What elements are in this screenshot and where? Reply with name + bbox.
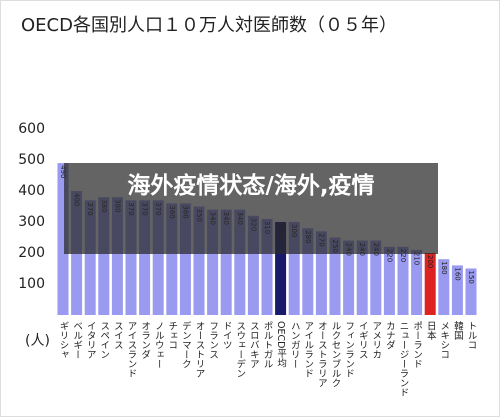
x-tick-label: ポルトガル	[262, 321, 274, 369]
x-tick-label: ルクセンブルク	[330, 321, 342, 388]
bar	[179, 203, 191, 315]
bar	[125, 200, 137, 315]
bar	[261, 218, 273, 315]
x-tick-label: スイス	[112, 321, 124, 350]
x-tick-label: ポーランド	[411, 321, 423, 369]
bar	[383, 246, 395, 315]
bar	[98, 197, 110, 315]
x-tick-label: オランダ	[139, 321, 151, 359]
y-tick-label: 600	[18, 121, 45, 137]
x-tick-label: OECD平均	[275, 321, 287, 368]
bar	[451, 265, 463, 315]
bar	[247, 215, 259, 315]
x-tick-label: イタリア	[85, 321, 97, 359]
value-label: 180	[440, 261, 448, 274]
x-tick-label: イギリス	[357, 321, 369, 359]
bar	[302, 228, 314, 315]
bar	[166, 203, 178, 315]
y-tick-label: 400	[18, 183, 45, 199]
y-tick-label: 200	[18, 245, 45, 261]
x-tick-label: メキシコ	[438, 321, 449, 359]
value-label: 490	[59, 165, 67, 178]
bar	[193, 206, 205, 315]
bar	[84, 200, 96, 315]
x-tick-label: フィンランド	[343, 321, 354, 378]
y-tick-label: 500	[18, 152, 45, 168]
bar	[111, 197, 123, 315]
x-tick-label: フランス	[207, 321, 218, 359]
y-tick-label: 100	[18, 276, 45, 292]
y-tick-label: 300	[18, 214, 45, 230]
x-tick-label: ドイツ	[221, 321, 233, 350]
x-tick-label: 韓国	[452, 321, 464, 341]
caption-overlay	[64, 163, 438, 254]
y-unit: (人)	[25, 333, 50, 349]
x-tick-label: オーストリア	[194, 321, 206, 378]
x-tick-label: ギリシャ	[58, 321, 69, 359]
x-tick-label: ノルウェー	[153, 321, 165, 369]
bar	[343, 240, 355, 315]
value-label: 220	[385, 249, 393, 262]
bar	[139, 200, 151, 315]
bar	[315, 231, 327, 315]
caption: 海外疫情状态/海外,疫情	[127, 173, 375, 199]
x-tick-label: オーストラリア	[316, 321, 328, 388]
value-label: 220	[399, 249, 407, 262]
x-tick-label: チェコ	[166, 321, 177, 350]
bar	[234, 209, 246, 315]
x-tick-label: スペイン	[98, 321, 110, 359]
bar	[370, 240, 382, 315]
bar	[288, 222, 300, 315]
x-tick-label: 日本	[425, 321, 437, 341]
x-tick-label: アイルランド	[302, 321, 314, 378]
value-label: 200	[426, 255, 434, 268]
bar	[424, 253, 436, 315]
bar	[329, 237, 341, 315]
value-label: 160	[453, 267, 461, 280]
bar	[465, 268, 477, 315]
x-tick-label: スロバキア	[248, 321, 260, 369]
x-tick-label: アメリカ	[370, 321, 381, 359]
bar	[397, 246, 409, 315]
value-label: 210	[413, 252, 421, 265]
x-tick-label: ニュージーランド	[398, 321, 410, 397]
bar	[207, 209, 219, 315]
x-tick-label: スウェーデン	[234, 321, 246, 378]
bar	[356, 240, 368, 315]
bar	[57, 163, 69, 315]
bar	[411, 249, 423, 315]
x-tick-label: アイスランド	[126, 321, 138, 378]
x-tick-label: ベルギー	[71, 321, 83, 359]
chart-title: OECD各国別人口１０万人対医師数（０５年）	[21, 15, 397, 36]
bar	[438, 259, 450, 315]
x-tick-label: デンマーク	[180, 320, 192, 368]
bar	[275, 222, 287, 315]
bar	[152, 200, 164, 315]
value-label: 150	[467, 271, 475, 284]
bar	[220, 209, 232, 315]
x-tick-label: ハンガリー	[289, 321, 301, 369]
x-tick-label: カナダ	[384, 321, 396, 350]
x-tick-label: トルコ	[466, 321, 478, 350]
